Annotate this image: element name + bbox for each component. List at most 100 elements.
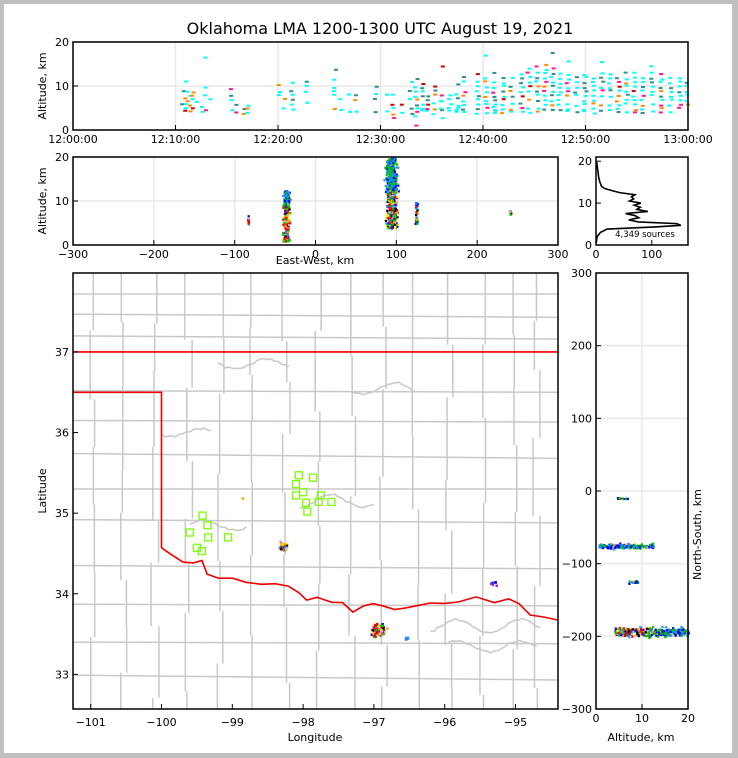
time-height-source-point — [520, 95, 525, 98]
north-south-source-point — [641, 626, 644, 629]
north-south-source-point — [621, 629, 624, 633]
time-height-source-point — [462, 103, 467, 106]
time-height-source-point — [607, 109, 612, 112]
east-west-source-point — [386, 224, 389, 227]
time-height-source-point — [332, 86, 337, 89]
time-height-source-point — [187, 104, 192, 107]
time-height-source-point — [229, 94, 234, 97]
north-south-source-point — [650, 628, 653, 632]
time-height-source-point — [575, 86, 580, 89]
east-west-source-point — [284, 221, 287, 224]
time-height-source-point — [566, 73, 571, 76]
map-ytick-label: 34 — [55, 588, 69, 601]
time-height-source-point — [281, 107, 286, 110]
time-height-plot: 12:00:00 12:10:00 12:20:00 12:30:00 12:40:00… — [36, 36, 713, 146]
time-height-source-point — [565, 108, 570, 111]
map-source-point — [379, 626, 382, 630]
north-south-source-point — [626, 497, 630, 500]
time-height-source-point — [650, 90, 655, 93]
north-south-source-point — [635, 544, 639, 548]
time-height-xtick-label: 12:40:00 — [458, 133, 507, 146]
east-west-source-point — [396, 216, 399, 219]
time-height-source-point — [536, 85, 541, 88]
east-west-source-point — [392, 166, 396, 170]
county-border-line — [72, 603, 559, 607]
east-west-source-point — [391, 168, 394, 171]
east-west-source-point — [286, 204, 290, 208]
east-west-source-point — [389, 206, 393, 209]
north-south-source-point — [644, 631, 647, 634]
east-west-source-point — [389, 195, 392, 198]
lma-station-marker — [303, 507, 312, 516]
north-south-source-point — [648, 544, 651, 547]
east-west-source-point — [283, 199, 287, 202]
map-source-point — [370, 633, 374, 636]
time-height-source-point — [433, 89, 438, 92]
time-height-source-point — [544, 69, 549, 72]
north-south-source-point — [666, 633, 669, 636]
north-south-source-point — [670, 629, 674, 632]
time-height-source-point — [534, 80, 539, 83]
north-south-source-point — [637, 546, 640, 550]
east-west-source-point — [386, 159, 389, 162]
time-height-source-point — [439, 109, 444, 112]
north-south-source-point — [640, 631, 644, 635]
time-height-source-point — [446, 107, 451, 110]
time-height-source-point — [426, 103, 431, 106]
north-south-source-point — [620, 633, 623, 637]
north-south-source-point — [600, 546, 604, 549]
time-height-source-point — [500, 112, 505, 115]
time-height-source-point — [483, 80, 488, 83]
river-red-east — [430, 617, 541, 634]
time-height-source-point — [608, 89, 613, 92]
state-border-red-river — [161, 547, 559, 621]
time-height-source-point — [542, 89, 547, 92]
east-west-source-point — [288, 208, 291, 211]
time-height-xtick-label: 12:20:00 — [253, 133, 302, 146]
east-west-source-point — [282, 240, 285, 243]
east-west-source-point — [285, 195, 288, 198]
time-height-source-point — [624, 78, 629, 81]
time-height-source-point — [669, 87, 674, 90]
map-source-point — [377, 628, 380, 631]
plan-view-map-plot: −101 −100 −99 −98 −97 −96 −95 33 34 35 36 37 Latitud… — [36, 272, 559, 744]
time-height-source-point — [581, 100, 586, 103]
north-south-source-point — [614, 631, 617, 634]
map-source-point — [373, 631, 376, 634]
time-height-source-point — [333, 68, 338, 71]
east-west-source-point — [415, 206, 418, 209]
time-height-source-point — [245, 111, 250, 114]
east-west-source-point — [284, 203, 287, 206]
east-west-source-point — [288, 206, 291, 209]
east-west-source-point — [386, 194, 389, 197]
north-south-source-point — [644, 635, 647, 638]
east-west-source-point — [392, 191, 395, 194]
time-height-source-point — [461, 108, 466, 111]
time-height-source-point — [624, 82, 629, 85]
map-source-point — [378, 632, 382, 636]
east-west-source-point — [394, 158, 397, 161]
north-south-source-point — [634, 631, 637, 634]
east-west-source-point — [392, 180, 395, 184]
time-height-source-point — [374, 85, 379, 88]
north-south-source-point — [637, 581, 640, 584]
north-south-source-point — [657, 635, 660, 638]
time-height-source-point — [617, 104, 622, 107]
map-ylabel: Latitude — [36, 468, 49, 514]
east-west-source-point — [393, 170, 396, 174]
time-height-source-point — [550, 108, 555, 111]
east-west-xtick-label: −300 — [58, 248, 88, 261]
time-height-source-point — [304, 80, 309, 83]
time-height-ytick-label: 10 — [55, 80, 69, 93]
north-south-source-point — [650, 633, 653, 637]
north-south-source-point — [637, 635, 641, 638]
east-west-source-point — [286, 201, 289, 204]
east-west-source-point — [390, 166, 393, 170]
time-height-source-point — [454, 110, 459, 113]
time-height-source-point — [551, 67, 556, 70]
east-west-source-point — [392, 188, 395, 191]
time-height-source-point — [188, 110, 193, 113]
time-height-source-point — [575, 111, 580, 114]
north-south-source-point — [647, 634, 650, 638]
east-west-source-point — [393, 217, 396, 220]
